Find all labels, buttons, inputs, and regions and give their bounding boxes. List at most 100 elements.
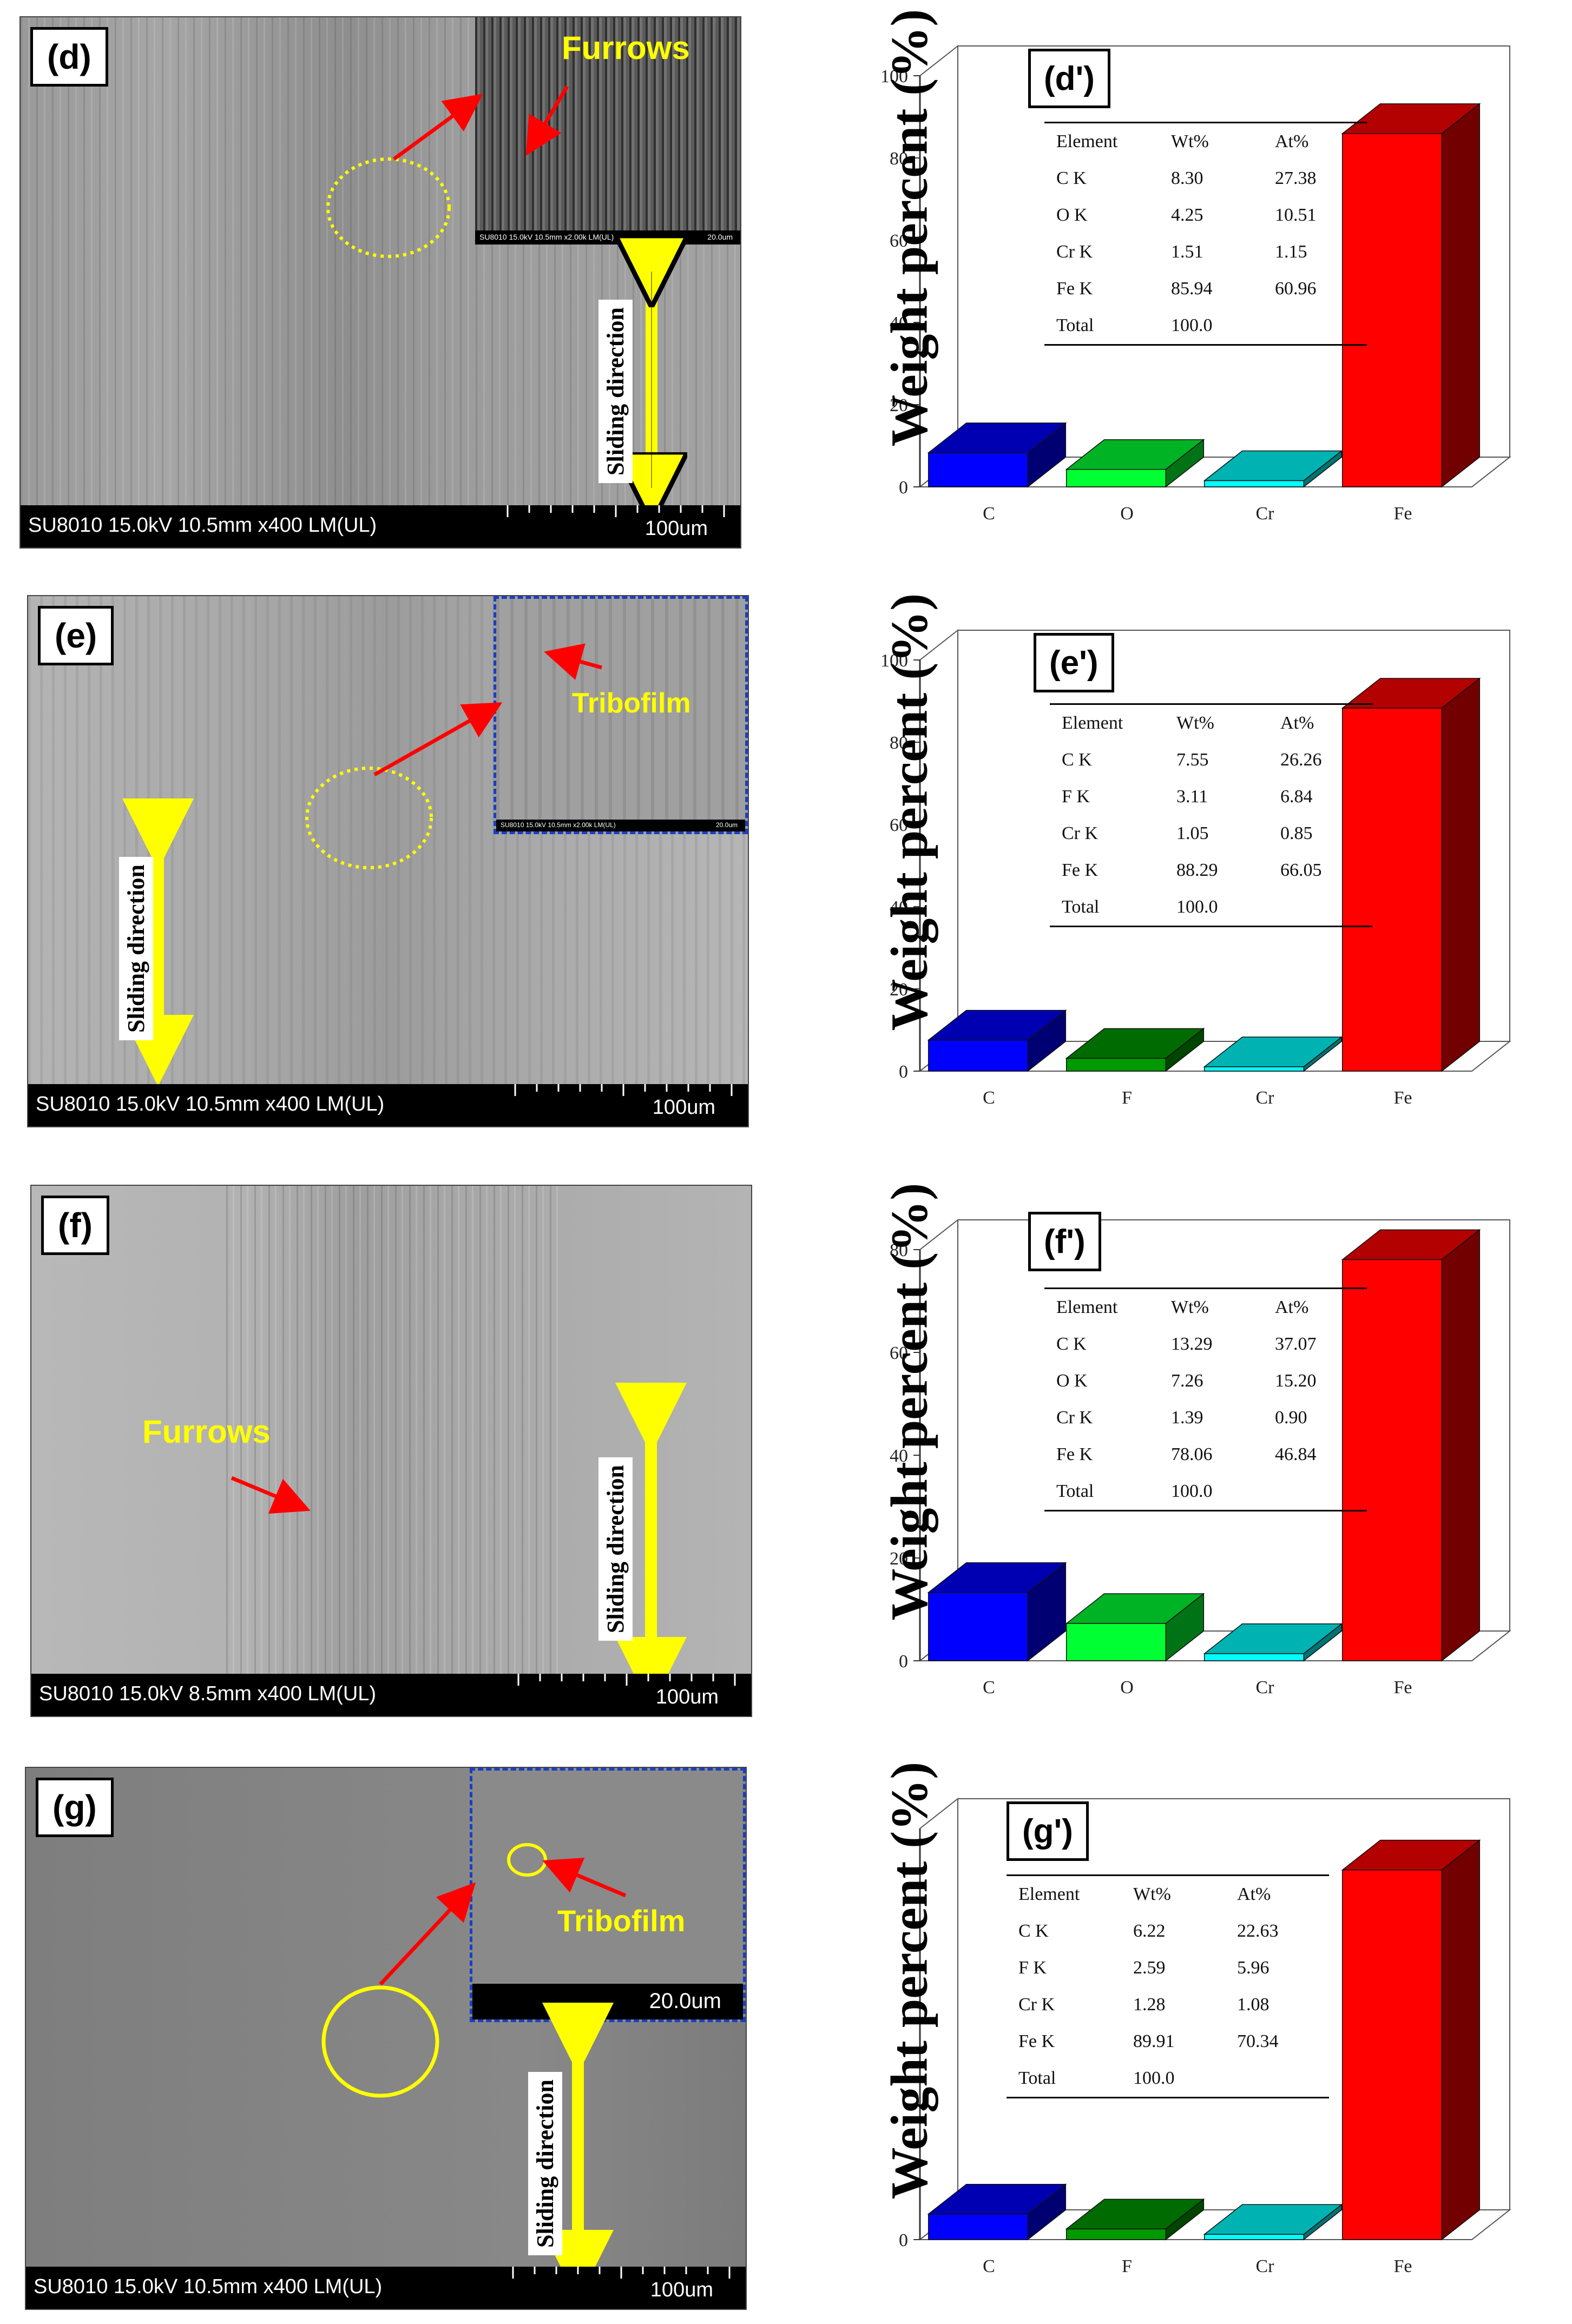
yellow-circle-e xyxy=(305,767,433,869)
axis-wall-back-f xyxy=(958,1219,1510,1631)
table-cell: 8.30 xyxy=(1171,168,1203,188)
table-cell: At% xyxy=(1268,703,1372,742)
table-cell: O K xyxy=(1056,1371,1088,1391)
table-row: C K 8.30 27.38 xyxy=(1044,160,1367,197)
table-cell: Fe K xyxy=(1056,279,1093,299)
bar-d-Cr xyxy=(1203,480,1305,487)
yellow-small-circle-g xyxy=(507,1843,547,1877)
table-cell: Cr K xyxy=(1062,823,1099,843)
table-cell: 7.55 xyxy=(1176,750,1209,770)
table-cell: 6.22 xyxy=(1133,1921,1166,1941)
table-cell: 13.29 xyxy=(1171,1334,1213,1354)
x-tick-label-d-C: C xyxy=(983,504,995,524)
bar-side-d-Fe xyxy=(1441,103,1481,488)
table-cell: Wt% xyxy=(1121,1874,1225,1913)
table-cell: 0.90 xyxy=(1275,1408,1307,1428)
feature-label-g: Tribofilm xyxy=(557,1904,686,1938)
table-cell: Total xyxy=(1050,889,1165,927)
table-cell: Wt% xyxy=(1159,1288,1263,1326)
table-row: C K 13.29 37.07 xyxy=(1044,1326,1367,1363)
bar-e-F xyxy=(1065,1058,1167,1072)
table-cell: C K xyxy=(1018,1921,1049,1941)
sem-params-f: SU8010 15.0kV 8.5mm x400 LM(UL) xyxy=(39,1682,377,1705)
table-header-row: Element Wt% At% xyxy=(1044,1288,1367,1326)
table-cell: 1.15 xyxy=(1275,242,1307,262)
sliding-label-f: Sliding direction xyxy=(598,1457,633,1641)
yellow-circle-g xyxy=(321,1985,439,2098)
table-cell: Cr K xyxy=(1056,1408,1093,1428)
feature-label-e: Tribofilm xyxy=(572,688,691,719)
y-tick-label-d-3: 60 xyxy=(890,231,908,251)
bar-top-g-Cr xyxy=(1203,2204,1343,2235)
y-tick-label-f-3: 60 xyxy=(890,1343,908,1363)
table-cell: 46.84 xyxy=(1275,1444,1317,1464)
table-row: F K 3.11 6.84 xyxy=(1050,778,1372,815)
table-cell: 2.59 xyxy=(1133,1958,1166,1978)
table-cell: 89.91 xyxy=(1133,2031,1175,2051)
y-tick-label-d-1: 20 xyxy=(890,395,908,415)
eds-table-d: Element Wt% At% C K 8.30 27.38 O K 4.25 10.51 Cr … xyxy=(1044,122,1367,346)
table-cell: Total xyxy=(1007,2060,1121,2098)
red-arrow-f xyxy=(231,1476,311,1514)
x-tick-label-g-Fe: Fe xyxy=(1394,2256,1412,2276)
table-cell: 66.05 xyxy=(1280,860,1322,880)
y-axis-label-g: Weight percent (%) xyxy=(880,1761,938,2200)
bar-top-d-Cr xyxy=(1203,450,1343,481)
x-tick-label-d-Cr: Cr xyxy=(1256,504,1275,524)
inset-scale-e: 20.0um xyxy=(715,821,738,829)
chart-tag-f: (f') xyxy=(1028,1212,1101,1271)
panel-tag-e: (e) xyxy=(38,606,114,665)
info-bar-g: SU8010 15.0kV 10.5mm x400 LM(UL) 100um xyxy=(26,2267,746,2309)
eds-table-e: Element Wt% At% C K 7.55 26.26 F K 3.11 6.84 Cr K… xyxy=(1050,703,1372,927)
table-cell: 100.0 xyxy=(1165,889,1268,927)
x-tick-label-f-Cr: Cr xyxy=(1256,1678,1275,1698)
table-cell: Element xyxy=(1044,122,1159,160)
red-arrow-g-1 xyxy=(379,1882,476,1986)
table-header-row: Element Wt% At% xyxy=(1044,122,1367,160)
table-cell: Wt% xyxy=(1159,122,1263,160)
annotation-overlay-d xyxy=(326,85,740,547)
bar-e-C xyxy=(928,1039,1029,1072)
bar-f-O xyxy=(1065,1623,1167,1661)
feature-label-f: Furrows xyxy=(142,1414,271,1450)
y-tick-label-e-2: 40 xyxy=(890,897,908,917)
table-row: Fe K 78.06 46.84 xyxy=(1044,1436,1367,1473)
info-bar-d: SU8010 15.0kV 10.5mm x400 LM(UL) 100um xyxy=(21,505,740,547)
panel-tag-g: (g) xyxy=(36,1778,114,1837)
chart-tag-g: (g') xyxy=(1007,1801,1089,1861)
bar-side-f-Fe xyxy=(1441,1229,1481,1662)
table-cell: Total xyxy=(1044,307,1159,346)
bar-g-F xyxy=(1065,2228,1167,2240)
table-cell: 3.11 xyxy=(1176,787,1208,807)
table-cell: 70.34 xyxy=(1237,2031,1279,2051)
x-tick-label-g-C: C xyxy=(983,2256,995,2276)
inset-image-g: 20.0um xyxy=(470,1768,746,2022)
y-tick-label-g-0: 0 xyxy=(899,2230,908,2250)
red-arrow-d-1 xyxy=(392,94,483,161)
table-cell: Cr K xyxy=(1018,1995,1055,2015)
bar-d-C xyxy=(928,452,1029,487)
eds-table-g: Element Wt% At% C K 6.22 22.63 F K 2.59 5.96 Cr K… xyxy=(1007,1874,1329,2098)
inset-scale-d: 20.0um xyxy=(707,233,733,241)
y-tick-label-e-3: 60 xyxy=(890,815,908,835)
red-arrow-d-2 xyxy=(525,85,569,156)
table-cell: At% xyxy=(1225,1874,1329,1913)
table-cell: 1.28 xyxy=(1133,1995,1166,2015)
table-cell: C K xyxy=(1056,1334,1087,1354)
eds-chart-f: 0 20 40 60 80 C O Cr Fe Weight percent (%) (f') … xyxy=(823,1183,1558,1731)
inset-image-d: SU8010 15.0kV 10.5mm x2.00k LM(UL) 20.0u… xyxy=(475,17,740,245)
table-row: Total 100.0 xyxy=(1044,307,1367,346)
x-tick-label-e-F: F xyxy=(1122,1088,1132,1108)
table-row: Cr K 1.28 1.08 xyxy=(1007,1986,1329,2023)
x-tick-label-g-Cr: Cr xyxy=(1256,2256,1275,2276)
bar-f-C xyxy=(928,1592,1029,1661)
chart-svg-e: 0 20 40 60 80 100 C F Cr Fe xyxy=(880,629,1511,1108)
x-tick-label-f-O: O xyxy=(1120,1678,1134,1698)
table-cell: 1.51 xyxy=(1171,242,1203,262)
table-cell: 27.38 xyxy=(1275,168,1317,188)
y-tick-label-f-4: 80 xyxy=(890,1240,908,1260)
chart-svg-f: 0 20 40 60 80 C O Cr Fe xyxy=(890,1218,1511,1698)
table-row: Total 100.0 xyxy=(1007,2060,1329,2098)
info-bar-f: SU8010 15.0kV 8.5mm x400 LM(UL) 100um xyxy=(31,1674,751,1716)
table-cell xyxy=(1263,1473,1367,1511)
